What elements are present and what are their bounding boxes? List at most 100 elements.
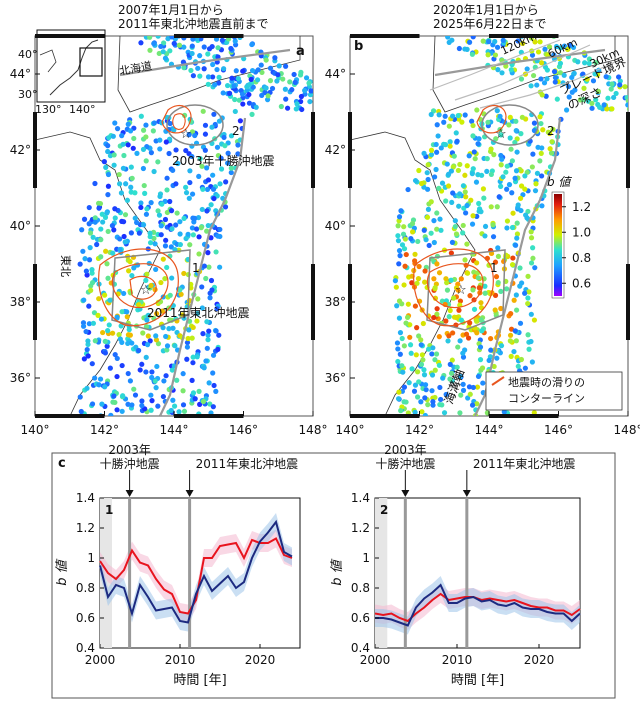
bvalue-dot bbox=[199, 206, 205, 213]
bvalue-dot bbox=[100, 219, 106, 225]
bvalue-dot bbox=[492, 307, 498, 313]
bvalue-dot bbox=[396, 298, 403, 304]
bvalue-dot bbox=[488, 204, 494, 210]
chart-event-arrowhead-icon bbox=[401, 490, 410, 497]
map-frame-bar-right bbox=[626, 264, 630, 340]
bvalue-dot bbox=[488, 146, 494, 152]
bvalue-dot bbox=[110, 250, 116, 256]
bvalue-dot bbox=[155, 159, 161, 165]
bvalue-dot bbox=[203, 358, 209, 364]
bvalue-dot bbox=[204, 165, 210, 171]
bvalue-dot bbox=[539, 145, 545, 151]
bvalue-dot bbox=[121, 152, 127, 159]
bvalue-dot bbox=[517, 283, 523, 289]
bvalue-dot bbox=[447, 139, 453, 145]
bvalue-dot bbox=[575, 59, 581, 65]
map-frame-bar-top bbox=[489, 34, 559, 38]
bvalue-dot bbox=[451, 153, 457, 159]
bvalue-dot bbox=[498, 305, 504, 312]
bvalue-dot bbox=[231, 83, 237, 89]
bvalue-dot bbox=[470, 287, 476, 293]
bvalue-dot bbox=[418, 342, 424, 348]
bvalue-dot bbox=[476, 285, 482, 291]
bvalue-dot bbox=[418, 361, 425, 368]
map-lat-label: 36° bbox=[325, 371, 346, 385]
panel-c-frame bbox=[51, 452, 616, 699]
bvalue-dot bbox=[542, 46, 548, 52]
chart-event-arrowhead-icon bbox=[125, 490, 134, 497]
bvalue-dot bbox=[185, 335, 191, 342]
bvalue-dot bbox=[91, 310, 98, 316]
bvalue-dot bbox=[466, 153, 472, 159]
bvalue-dot bbox=[170, 397, 176, 403]
bvalue-dot bbox=[197, 73, 203, 79]
bvalue-dot bbox=[170, 325, 176, 331]
chart-x-tick-label: 2020 bbox=[524, 653, 555, 667]
map-frame-bar-bottom bbox=[350, 414, 420, 418]
bvalue-dot bbox=[246, 100, 253, 106]
bvalue-dot bbox=[283, 63, 289, 69]
bvalue-dot bbox=[143, 122, 149, 128]
bvalue-dot bbox=[156, 50, 162, 57]
bvalue-dot bbox=[275, 72, 281, 78]
bvalue-dot bbox=[450, 164, 456, 170]
bvalue-dot bbox=[445, 36, 451, 40]
bvalue-dot bbox=[321, 89, 326, 94]
bvalue-dot bbox=[632, 89, 637, 94]
map-b-letter: b bbox=[354, 39, 363, 54]
bvalue-dot bbox=[205, 222, 211, 229]
bvalue-dot bbox=[543, 93, 549, 99]
bvalue-dot bbox=[424, 214, 431, 220]
bvalue-dot bbox=[90, 234, 96, 240]
bvalue-dot bbox=[219, 37, 225, 43]
bvalue-dot bbox=[190, 360, 196, 366]
bvalue-dot bbox=[590, 78, 597, 84]
bvalue-dot bbox=[217, 264, 223, 270]
bvalue-dot bbox=[128, 164, 134, 170]
bvalue-dot bbox=[82, 256, 88, 262]
bvalue-dot bbox=[530, 72, 537, 79]
bvalue-dot bbox=[450, 295, 457, 301]
bvalue-dot bbox=[77, 394, 83, 400]
bvalue-dot bbox=[593, 59, 599, 66]
bvalue-dot bbox=[517, 195, 524, 201]
chart-event-label: 十勝沖地震 bbox=[100, 456, 160, 471]
bvalue-dot bbox=[472, 156, 478, 162]
bvalue-dot bbox=[114, 126, 121, 132]
bvalue-dot bbox=[105, 228, 111, 235]
bvalue-dot bbox=[239, 91, 246, 97]
bvalue-dot bbox=[431, 239, 437, 246]
bvalue-dot bbox=[539, 173, 545, 179]
bvalue-dot bbox=[225, 160, 231, 166]
bvalue-dot bbox=[269, 85, 276, 92]
map-frame-bar-right bbox=[626, 112, 630, 188]
bvalue-dot bbox=[426, 346, 432, 352]
bvalue-dot bbox=[95, 200, 102, 206]
bvalue-dot bbox=[496, 194, 502, 200]
bvalue-dot bbox=[88, 287, 94, 293]
bvalue-dot bbox=[193, 226, 200, 232]
bvalue-dot bbox=[194, 310, 201, 317]
chart-uncertainty-band-red bbox=[100, 529, 292, 623]
bvalue-dot bbox=[267, 65, 274, 71]
bvalue-dot bbox=[106, 322, 112, 328]
bvalue-dot bbox=[181, 65, 187, 71]
bvalue-dot bbox=[291, 71, 297, 78]
bvalue-dot bbox=[474, 384, 481, 390]
bvalue-dot bbox=[265, 93, 271, 99]
bvalue-dot bbox=[569, 74, 575, 81]
bvalue-dot bbox=[105, 171, 112, 178]
bvalue-dot bbox=[169, 36, 175, 40]
bvalue-dot bbox=[455, 167, 461, 174]
bvalue-dot bbox=[518, 183, 525, 189]
bvalue-dot bbox=[401, 384, 408, 390]
bvalue-dot bbox=[513, 292, 519, 298]
bvalue-dot bbox=[205, 74, 212, 80]
bvalue-dot bbox=[158, 43, 164, 50]
bvalue-dot bbox=[186, 327, 192, 333]
bvalue-dot bbox=[449, 357, 455, 363]
bvalue-dot bbox=[141, 182, 147, 189]
bvalue-dot bbox=[124, 314, 130, 320]
bvalue-dot bbox=[488, 347, 494, 353]
bvalue-dot bbox=[190, 232, 196, 238]
